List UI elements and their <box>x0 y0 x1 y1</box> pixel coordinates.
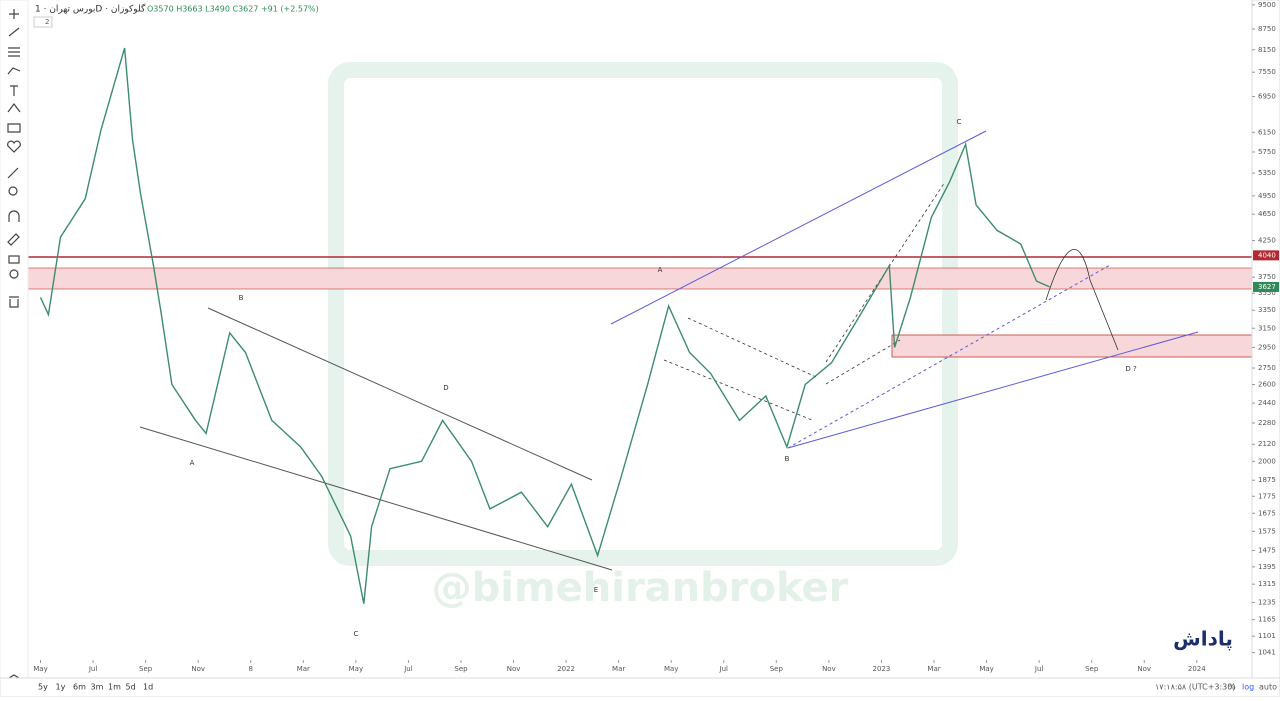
auto-toggle[interactable]: auto <box>1259 683 1277 692</box>
watermark: @bimehiranbroker <box>432 565 849 611</box>
log-toggle[interactable]: log <box>1242 683 1254 692</box>
range-button[interactable]: 1d <box>143 683 153 692</box>
y-tick-label: 1395 <box>1258 563 1276 571</box>
y-tick-label: 2750 <box>1258 364 1276 372</box>
x-tick-label: Jul <box>719 665 729 673</box>
x-tick-label: Sep <box>770 665 784 673</box>
resistance-zone <box>27 267 1253 290</box>
y-tick-label: 1475 <box>1258 547 1276 555</box>
price-label-bg <box>1253 281 1279 292</box>
left-toolbar <box>0 0 29 679</box>
y-tick-label: 3350 <box>1258 306 1276 314</box>
clock: ۱۷:۱۸:۵۸ (UTC+3:30) <box>1155 683 1235 692</box>
y-tick-label: 4950 <box>1258 192 1276 200</box>
y-tick-label: 4250 <box>1258 237 1276 245</box>
y-tick-label: 5750 <box>1258 148 1276 156</box>
y-tick-label: 1165 <box>1258 616 1276 624</box>
x-tick-label: Nov <box>191 665 205 673</box>
y-tick-label: 6150 <box>1258 128 1276 136</box>
range-button[interactable]: 5d <box>126 683 136 692</box>
x-tick-label: May <box>33 665 47 673</box>
x-tick-label: Nov <box>507 665 521 673</box>
wave-label: D ? <box>1125 365 1137 373</box>
y-tick-label: 2280 <box>1258 419 1276 427</box>
y-tick-label: 1875 <box>1258 476 1276 484</box>
indicator-toggle[interactable] <box>33 16 53 28</box>
wave-label: C <box>354 630 359 638</box>
y-tick-label: 8750 <box>1258 25 1276 33</box>
y-tick-label: 2950 <box>1258 343 1276 351</box>
y-tick-label: 2440 <box>1258 399 1276 407</box>
price-label: 4040 <box>1258 251 1276 259</box>
y-tick-label: 1315 <box>1258 580 1276 588</box>
y-tick-label: 4650 <box>1258 210 1276 218</box>
wave-label: D <box>443 384 448 392</box>
range-button[interactable]: 1y <box>56 683 66 692</box>
range-button[interactable]: 5y <box>38 683 48 692</box>
range-button[interactable]: 1m <box>108 683 121 692</box>
support-zone <box>891 334 1253 358</box>
x-tick-label: Sep <box>454 665 468 673</box>
x-tick-label: Mar <box>297 665 310 673</box>
wave-label: E <box>594 586 598 594</box>
x-tick-label: 2023 <box>873 665 891 673</box>
ohlc: O3570 H3663 L3490 C3627 +91 (+2.57%) <box>147 5 319 14</box>
range-button[interactable]: 6m <box>73 683 86 692</box>
x-tick-label: 2024 <box>1188 665 1206 673</box>
y-tick-label: 1775 <box>1258 492 1276 500</box>
x-tick-label: Jul <box>403 665 413 673</box>
channel-lines <box>610 130 1199 449</box>
wave-label: B <box>785 455 790 463</box>
price-line <box>39 47 1050 604</box>
trendlines <box>139 307 613 571</box>
pattern-lines <box>663 181 1119 421</box>
wave-label: A <box>190 459 195 467</box>
wave-label: C <box>957 118 962 126</box>
percent-toggle[interactable]: % <box>1228 683 1236 692</box>
y-tick-label: 3750 <box>1258 273 1276 281</box>
y-tick-label: 7550 <box>1258 68 1276 76</box>
bottom-bar <box>0 677 1280 698</box>
y-tick-label: 2600 <box>1258 380 1276 388</box>
price-label-bg <box>1253 250 1279 261</box>
toolbar-icons[interactable] <box>7 9 21 682</box>
y-tick-label: 2120 <box>1258 440 1276 448</box>
y-tick-label: 2000 <box>1258 457 1276 465</box>
logo: پاداش <box>1173 627 1233 652</box>
y-tick-label: 9500 <box>1258 1 1276 9</box>
x-tick-label: May <box>979 665 993 673</box>
x-tick-label: Nov <box>1137 665 1151 673</box>
price-label: 3627 <box>1258 283 1276 291</box>
x-tick-label: Mar <box>612 665 625 673</box>
y-tick-label: 1235 <box>1258 599 1276 607</box>
symbol-title: بورس تهران · 1D · گلوکوزان <box>35 3 146 15</box>
y-tick-label: 1101 <box>1258 632 1276 640</box>
y-tick-label: 3150 <box>1258 324 1276 332</box>
indicator-badge: 2 <box>45 18 49 26</box>
x-tick-label: Jul <box>88 665 98 673</box>
y-tick-label: 6950 <box>1258 92 1276 100</box>
y-tick-label: 5350 <box>1258 169 1276 177</box>
y-tick-label: 1675 <box>1258 509 1276 517</box>
range-button[interactable]: 3m <box>91 683 104 692</box>
x-tick-label: Mar <box>927 665 940 673</box>
price-axis <box>1251 0 1280 679</box>
y-tick-label: 3550 <box>1258 289 1276 297</box>
x-tick-label: 2022 <box>557 665 575 673</box>
wave-label: A <box>658 266 663 274</box>
x-tick-label: Nov <box>822 665 836 673</box>
y-tick-label: 1575 <box>1258 527 1276 535</box>
x-tick-label: 8 <box>249 665 253 673</box>
x-tick-label: May <box>349 665 363 673</box>
x-tick-label: Jul <box>1034 665 1044 673</box>
y-tick-label: 8150 <box>1258 46 1276 54</box>
x-tick-label: May <box>664 665 678 673</box>
x-tick-label: Sep <box>139 665 153 673</box>
watermark-frame <box>328 62 958 566</box>
wave-label: B <box>239 294 244 302</box>
y-tick-label: 1041 <box>1258 649 1276 657</box>
x-tick-label: Sep <box>1085 665 1099 673</box>
